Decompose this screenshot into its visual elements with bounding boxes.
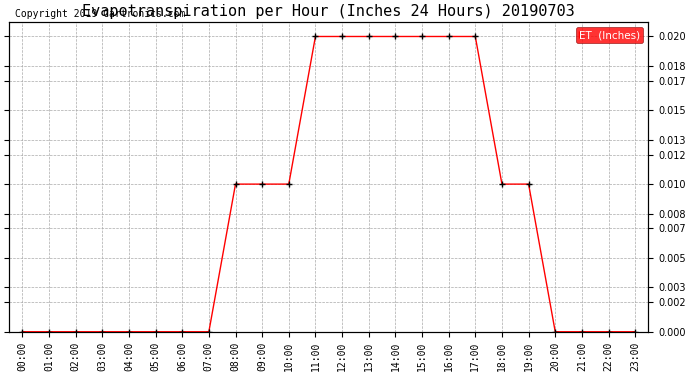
Legend: ET  (Inches): ET (Inches): [576, 27, 643, 43]
Text: Copyright 2019 Cartronics.com: Copyright 2019 Cartronics.com: [15, 9, 186, 19]
Title: Evapotranspiration per Hour (Inches 24 Hours) 20190703: Evapotranspiration per Hour (Inches 24 H…: [82, 4, 575, 19]
